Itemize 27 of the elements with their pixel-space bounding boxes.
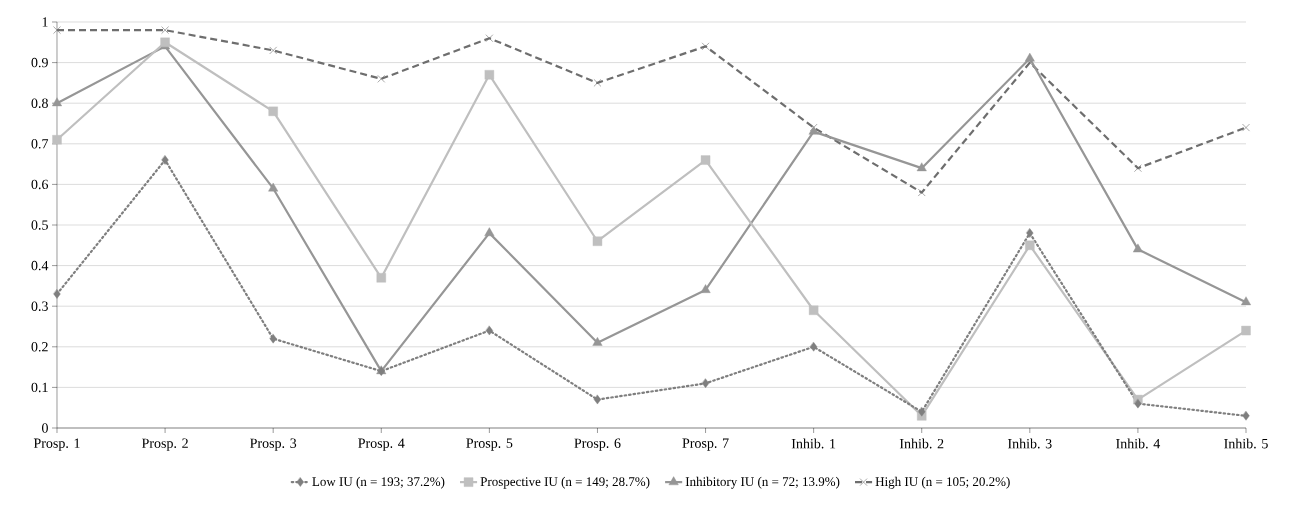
x-tick-label: Inhib. 5 xyxy=(1224,438,1268,449)
x-tick-label: Inhib. 2 xyxy=(899,438,944,449)
y-tick-label: 0.7 xyxy=(31,139,49,149)
legend-label: Low IU (n = 193; 37.2%) xyxy=(312,476,445,489)
x-tick-label: Prosp. 5 xyxy=(466,438,513,451)
y-tick-label: 0.3 xyxy=(31,301,48,311)
y-tick-label: 0.5 xyxy=(31,220,48,230)
legend-label: High IU (n = 105; 20.2%) xyxy=(875,476,1010,489)
x-tick-label: Inhib. 3 xyxy=(1007,438,1052,449)
y-tick-label: 0.1 xyxy=(31,382,48,393)
x-tick-label: Prosp. 3 xyxy=(250,438,297,451)
legend-label: Prospective IU (n = 149; 28.7%) xyxy=(480,476,650,489)
y-tick-label: 0 xyxy=(42,423,48,433)
y-tick-label: 0.2 xyxy=(31,342,48,352)
y-tick-label: 0.8 xyxy=(31,98,48,108)
y-tick-label: 0.6 xyxy=(31,179,49,190)
x-tick-label: Prosp. 1 xyxy=(33,438,80,451)
y-tick-label: 0.9 xyxy=(31,57,48,68)
y-tick-label: 1 xyxy=(42,17,48,27)
x-tick-label: Prosp. 6 xyxy=(574,438,621,451)
x-tick-label: Inhib. 4 xyxy=(1116,438,1161,449)
x-tick-label: Prosp. 4 xyxy=(358,438,405,451)
legend-label: Inhibitory IU (n = 72; 13.9%) xyxy=(685,476,840,489)
y-tick-label: 0.4 xyxy=(31,260,49,271)
x-tick-label: Prosp. 7 xyxy=(682,438,729,451)
x-tick-label: Inhib. 1 xyxy=(791,438,836,449)
x-tick-label: Prosp. 2 xyxy=(141,438,188,451)
